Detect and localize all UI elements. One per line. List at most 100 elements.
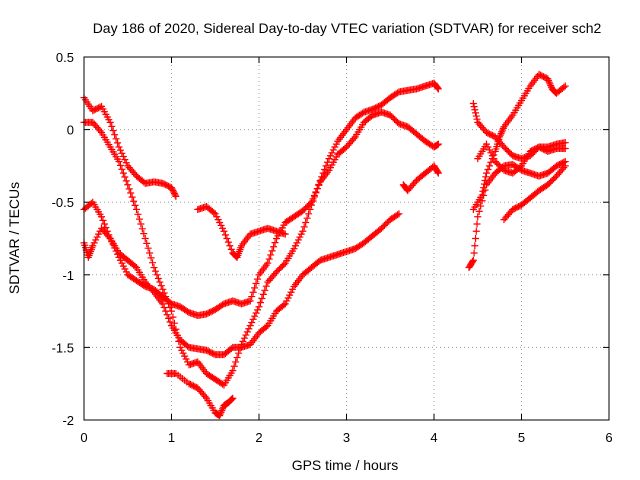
y-tick-label: 0.5 <box>56 50 74 65</box>
data-point <box>99 216 107 224</box>
data-point <box>118 165 126 173</box>
data-point <box>498 128 506 136</box>
data-point <box>149 287 157 295</box>
data-point <box>472 235 480 242</box>
data-point <box>242 331 250 339</box>
data-point <box>230 362 238 370</box>
data-point <box>475 207 483 215</box>
data-point <box>160 303 168 311</box>
data-point <box>133 205 140 213</box>
data-point <box>249 288 257 296</box>
data-point <box>143 239 151 247</box>
data-point <box>254 275 262 283</box>
data-point <box>240 334 248 342</box>
data-point <box>220 227 228 235</box>
data-point <box>485 162 493 170</box>
data-point <box>472 109 480 117</box>
data-point <box>255 303 263 311</box>
data-point <box>121 156 129 164</box>
data-point <box>172 192 180 200</box>
data-point <box>228 395 236 403</box>
data-point <box>219 405 227 413</box>
data-point <box>322 162 330 170</box>
data-point <box>137 220 145 228</box>
data-point <box>302 219 310 227</box>
data-point <box>251 284 259 292</box>
data-point <box>251 312 259 320</box>
x-tick-label: 2 <box>255 430 262 445</box>
data-point <box>216 410 224 418</box>
data-point <box>262 323 270 331</box>
series-pass-11 <box>500 162 569 224</box>
data-point <box>499 124 507 132</box>
data-point <box>162 307 170 315</box>
data-point <box>254 306 262 314</box>
data-point <box>262 282 270 290</box>
data-point <box>561 144 569 152</box>
data-point <box>116 161 124 169</box>
data-point <box>478 191 486 199</box>
axis-ticks: 0 1 2 3 4 5 6 -2 -1.5 -1 -0.5 0 0.5 <box>52 50 613 445</box>
x-tick-label: 1 <box>168 430 175 445</box>
data-point <box>151 267 159 275</box>
data-point <box>96 127 104 135</box>
data-point <box>121 173 129 181</box>
series-pass-5 <box>163 370 237 420</box>
series-pass-3 <box>80 108 442 319</box>
series-pass-4 <box>80 210 403 359</box>
data-point <box>227 396 235 404</box>
x-tick-label: 0 <box>80 430 87 445</box>
data-point <box>469 257 477 265</box>
data-point <box>281 230 289 238</box>
data-point <box>271 239 279 247</box>
data-point <box>268 247 276 255</box>
data-point <box>232 358 240 366</box>
data-point <box>131 262 139 270</box>
data-point <box>497 129 505 137</box>
data-point <box>111 131 119 139</box>
data-point <box>245 325 253 333</box>
data-point <box>125 185 133 193</box>
data-point <box>469 99 477 107</box>
data-point <box>157 282 165 290</box>
data-point <box>150 264 158 272</box>
data-point <box>546 80 554 88</box>
data-point <box>229 394 237 402</box>
data-point <box>561 162 569 170</box>
x-tick-label: 4 <box>430 430 437 445</box>
data-point <box>252 280 260 288</box>
grid <box>84 57 609 420</box>
data-point <box>118 149 126 157</box>
data-point <box>310 191 318 199</box>
data-point <box>259 290 267 298</box>
data-point <box>114 139 122 147</box>
data-point <box>561 82 569 90</box>
data-point <box>246 322 254 330</box>
data-point <box>480 180 488 188</box>
data-point <box>487 158 495 166</box>
data-point <box>246 297 254 305</box>
data-point <box>280 301 288 309</box>
data-point <box>300 223 308 231</box>
data-point <box>130 197 138 205</box>
data-point <box>159 300 167 308</box>
data-point <box>224 238 232 246</box>
series-pass-2 <box>80 79 442 389</box>
data-point <box>434 140 442 148</box>
data-point <box>147 254 155 262</box>
data-point <box>313 185 321 193</box>
data-point <box>119 152 127 160</box>
y-tick-label: -1 <box>62 268 74 283</box>
data-point <box>471 242 479 250</box>
data-point <box>256 299 264 307</box>
data-point <box>261 286 269 294</box>
data-point <box>248 318 256 326</box>
data-point <box>473 115 481 123</box>
data-point <box>516 163 524 171</box>
x-tick-label: 6 <box>605 430 612 445</box>
data-point <box>350 135 358 143</box>
data-point <box>122 177 130 185</box>
data-point <box>166 318 174 326</box>
data-point <box>434 168 442 176</box>
data-point <box>248 293 256 301</box>
